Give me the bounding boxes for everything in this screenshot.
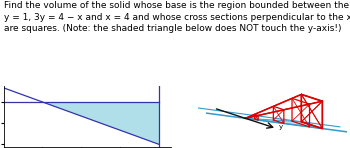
Polygon shape <box>42 102 159 144</box>
Polygon shape <box>245 118 322 129</box>
Text: Find the volume of the solid whose base is the region bounded between the curves: Find the volume of the solid whose base … <box>4 1 350 33</box>
Text: y: y <box>279 124 283 130</box>
